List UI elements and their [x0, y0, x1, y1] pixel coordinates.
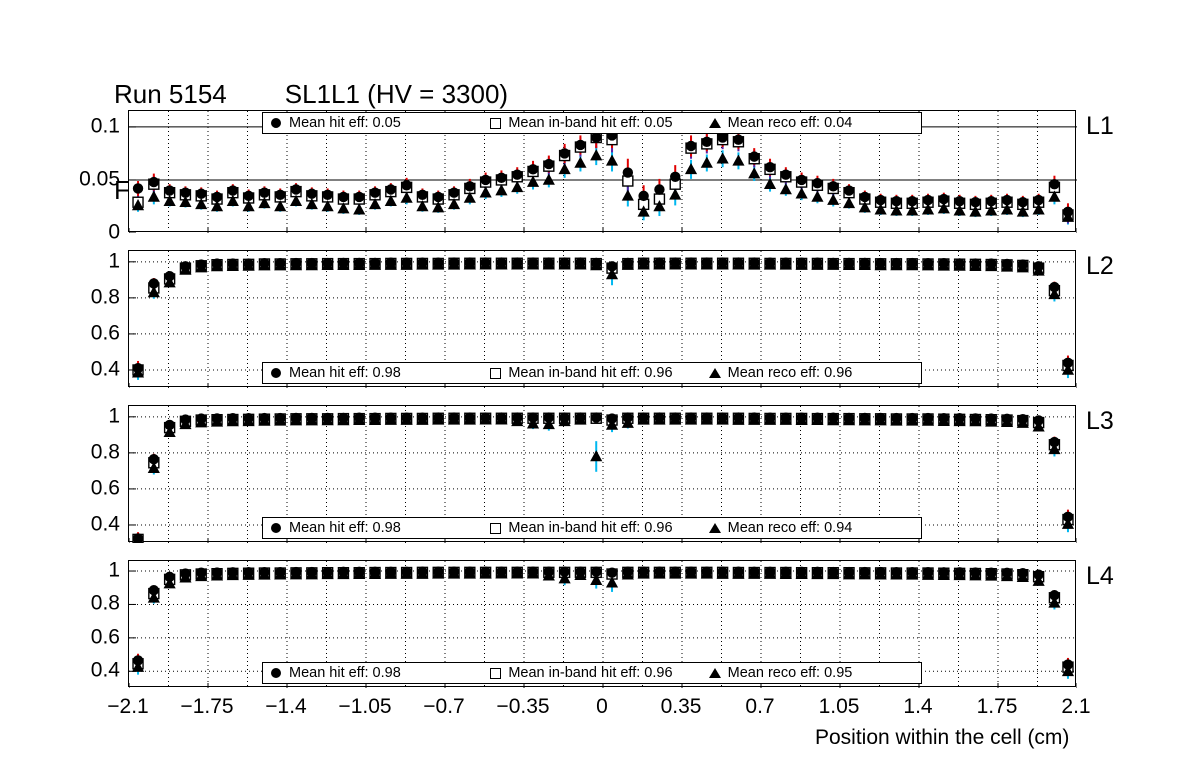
x-tick-label: −2.1 [107, 695, 149, 718]
triangle-marker-icon [702, 523, 728, 533]
y-tick-label: 0.8 [90, 285, 120, 309]
legend-l2: Mean hit eff: 0.98 Mean in-band hit eff: … [262, 362, 922, 384]
legend-l4: Mean hit eff: 0.98 Mean in-band hit eff: … [262, 662, 922, 684]
y-tick-label: 1 [108, 249, 120, 273]
square-marker-icon [482, 117, 508, 129]
triangle-marker-icon [702, 118, 728, 128]
series-filled-circle [132, 412, 1074, 543]
legend-entry: Mean reco eff: 0.95 [702, 666, 921, 681]
panel-canvas [129, 561, 1077, 688]
legend-entry: Mean hit eff: 0.98 [263, 366, 482, 381]
panel-canvas [129, 251, 1077, 388]
y-tick-label: 0.8 [90, 591, 120, 615]
legend-entry: Mean hit eff: 0.05 [263, 116, 482, 131]
legend-entry: Mean hit eff: 0.98 [263, 521, 482, 536]
panel-label-l3: L3 [1086, 407, 1114, 435]
circle-marker-icon [263, 523, 289, 533]
x-tick-label: 2.1 [1061, 695, 1091, 718]
triangle-marker-icon [702, 368, 728, 378]
square-marker-icon [482, 522, 508, 534]
legend-label: Mean in-band hit eff: 0.96 [508, 664, 673, 681]
y-tick-label: 0.05 [79, 167, 120, 191]
x-tick-label: −0.35 [496, 695, 550, 718]
x-tick-label: −1.75 [180, 695, 234, 718]
y-tick-label: 0.8 [90, 440, 120, 464]
legend-entry: Mean in-band hit eff: 0.96 [482, 521, 701, 536]
series-open-square [132, 131, 1074, 221]
x-tick-label: 0 [596, 695, 608, 718]
legend-label: Mean hit eff: 0.98 [289, 519, 401, 536]
legend-entry: Mean hit eff: 0.98 [263, 666, 482, 681]
square-marker-icon [482, 367, 508, 379]
y-tick-label: 0.4 [90, 512, 120, 536]
circle-marker-icon [263, 368, 289, 378]
y-tick-label: 1 [108, 558, 120, 582]
x-tick-label: 0.7 [745, 695, 775, 718]
legend-entry: Mean in-band hit eff: 0.96 [482, 366, 701, 381]
legend-entry: Mean reco eff: 0.96 [702, 366, 921, 381]
series-filled-circle [132, 566, 1074, 670]
title-run: Run 5154 [114, 79, 227, 109]
legend-label: Mean in-band hit eff: 0.96 [508, 519, 673, 536]
legend-label: Mean hit eff: 0.98 [289, 664, 401, 681]
legend-label: Mean reco eff: 0.96 [727, 364, 853, 381]
legend-label: Mean in-band hit eff: 0.05 [508, 114, 673, 131]
legend-label: Mean hit eff: 0.05 [289, 114, 401, 131]
y-tick-label: 0.4 [90, 357, 120, 381]
circle-marker-icon [263, 668, 289, 678]
x-tick-label: 0.35 [660, 695, 702, 718]
triangle-marker-icon [702, 668, 728, 678]
legend-label: Mean hit eff: 0.98 [289, 364, 401, 381]
x-axis-title: Position within the cell (cm) [815, 726, 1070, 749]
panel-label-l4: L4 [1086, 562, 1114, 590]
series-open-square [132, 566, 1074, 673]
x-tick-label: −1.4 [265, 695, 307, 718]
legend-l1: Mean hit eff: 0.05 Mean in-band hit eff: … [262, 112, 922, 134]
y-tick-label: 1 [108, 404, 120, 428]
title-chamber: SL1L1 (HV = 3300) [284, 79, 509, 109]
y-tick-label: 0.6 [90, 625, 120, 649]
square-marker-icon [482, 667, 508, 679]
series-filled-triangle [133, 413, 1075, 543]
y-tick-label: 0.1 [90, 114, 120, 138]
legend-l3: Mean hit eff: 0.98 Mean in-band hit eff: … [262, 517, 922, 539]
legend-label: Mean reco eff: 0.94 [727, 519, 853, 536]
x-tick-label: 1.75 [976, 695, 1018, 718]
legend-entry: Mean reco eff: 0.94 [702, 521, 921, 536]
x-tick-label: −1.05 [338, 695, 392, 718]
legend-entry: Mean reco eff: 0.04 [702, 116, 921, 131]
panel-label-l1: L1 [1086, 112, 1114, 140]
y-tick-label: 0.6 [90, 476, 120, 500]
circle-marker-icon [263, 118, 289, 128]
y-tick-label: 0.6 [90, 321, 120, 345]
series-filled-circle [132, 130, 1074, 217]
y-tick-label: 0.4 [90, 658, 120, 682]
legend-entry: Mean in-band hit eff: 0.05 [482, 116, 701, 131]
series-filled-circle [132, 257, 1074, 374]
y-tick-label: 0 [108, 220, 120, 244]
legend-label: Mean reco eff: 0.95 [727, 664, 853, 681]
panel-canvas [129, 406, 1077, 543]
x-tick-label: −0.7 [423, 695, 465, 718]
series-filled-triangle [131, 149, 1075, 222]
panel-label-l2: L2 [1086, 252, 1114, 280]
legend-label: Mean reco eff: 0.04 [727, 114, 853, 131]
x-tick-label: 1.05 [818, 695, 860, 718]
x-tick-label: 1.4 [903, 695, 933, 718]
legend-entry: Mean in-band hit eff: 0.96 [482, 666, 701, 681]
errorbars-filled-circle [137, 261, 1069, 376]
errorbars-open-square [137, 571, 1069, 674]
legend-label: Mean in-band hit eff: 0.96 [508, 364, 673, 381]
